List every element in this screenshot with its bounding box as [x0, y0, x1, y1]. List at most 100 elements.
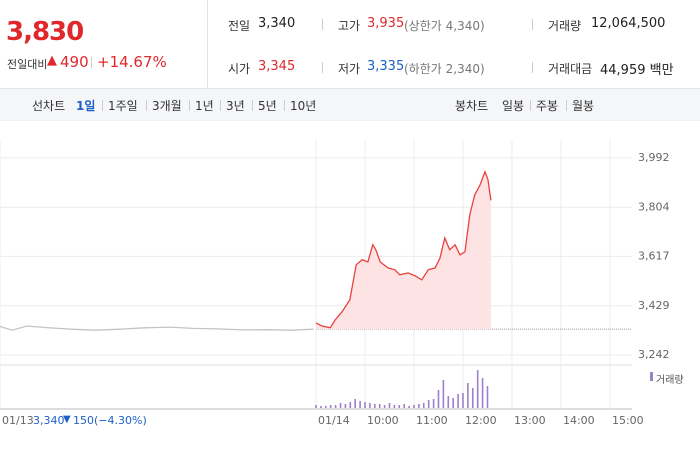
stat-value: 3,345 [258, 59, 296, 74]
x-tick-label: 11:00 [416, 414, 448, 427]
tab[interactable]: 5년 [258, 99, 277, 113]
tab-group-label: 봉차트 [455, 99, 489, 113]
stat-label: 고가 [338, 19, 361, 33]
x-tick-label: 12:00 [465, 414, 497, 427]
tab[interactable]: 3개월 [152, 99, 182, 113]
separator [91, 57, 92, 68]
bar [476, 370, 479, 408]
y-tick-label: 3,429 [638, 299, 670, 312]
tab-group-label: 선차트 [32, 99, 66, 113]
down-icon: ▼ [63, 414, 71, 425]
bar [398, 405, 401, 408]
bar [457, 394, 459, 408]
bar [369, 403, 371, 408]
stat-value: 3,935 [367, 16, 405, 31]
bar [437, 390, 440, 408]
separator [532, 62, 533, 73]
bar [467, 383, 469, 408]
bar [354, 399, 356, 408]
line [0, 325, 314, 331]
bar [364, 402, 366, 408]
bar [432, 399, 435, 408]
bar [422, 403, 425, 408]
y-tick-label: 3,617 [638, 249, 670, 262]
x-tick-label: 01/14 [318, 414, 350, 427]
area [316, 171, 491, 330]
prev-close: 3,340 [33, 414, 65, 427]
bar [393, 405, 396, 408]
tab[interactable]: 1주일 [108, 99, 138, 113]
stat-label: 시가 [228, 62, 251, 76]
separator [220, 100, 221, 111]
bar [418, 404, 420, 408]
prev-change-pct: (−4.30%) [94, 414, 147, 427]
x-tick-label: 01/13 [2, 414, 34, 427]
stat-extra: (상한가 4,340) [404, 19, 485, 33]
toolbar [0, 88, 700, 120]
separator [566, 100, 567, 111]
tab[interactable]: 1일 [76, 99, 96, 113]
bar [339, 403, 342, 408]
bar [378, 404, 381, 408]
bar [349, 402, 352, 408]
bar [486, 386, 489, 408]
bar [408, 406, 410, 408]
tab[interactable]: 일봉 [502, 99, 525, 113]
change-label: 전일대비 [7, 58, 48, 71]
stat-value: 44,959 백만 [600, 63, 674, 78]
bar [334, 405, 337, 408]
divider [207, 0, 208, 88]
separator [102, 100, 103, 111]
separator [532, 19, 533, 30]
stat-label: 거래대금 [548, 62, 593, 76]
current-price: 3,830 [6, 17, 84, 47]
separator [189, 100, 190, 111]
change-pct: +14.67% [97, 53, 167, 71]
y-tick-label: 3,992 [638, 151, 670, 164]
bar [413, 405, 415, 408]
bar [383, 405, 386, 408]
bar [442, 380, 445, 408]
bar [315, 405, 317, 408]
stat-label: 전일 [228, 19, 251, 33]
stat-value: 3,335 [367, 59, 405, 74]
bar [344, 404, 347, 408]
x-tick-label: 15:00 [612, 414, 644, 427]
stat-extra: (하한가 2,340) [404, 62, 485, 76]
x-tick-label: 10:00 [367, 414, 399, 427]
bar [462, 393, 464, 408]
tab[interactable]: 1년 [195, 99, 214, 113]
bar [359, 401, 361, 408]
legend-swatch [650, 372, 653, 381]
prev-change: 150 [73, 414, 94, 427]
tab[interactable]: 3년 [226, 99, 245, 113]
bar [388, 403, 391, 408]
bar [447, 396, 450, 408]
bar [452, 398, 454, 408]
separator [146, 100, 147, 111]
y-tick-label: 3,804 [638, 200, 670, 213]
bar [324, 406, 327, 408]
tab[interactable]: 월봉 [572, 99, 595, 113]
stat-label: 저가 [338, 62, 361, 76]
up-icon: ▲ [47, 53, 57, 68]
legend-label: 거래량 [656, 375, 684, 386]
separator [322, 19, 323, 30]
change: 490 [60, 53, 89, 71]
tab[interactable]: 10년 [290, 99, 317, 113]
x-tick-label: 13:00 [514, 414, 546, 427]
bar [403, 404, 405, 408]
bar [329, 405, 332, 408]
bar [373, 404, 376, 408]
x-tick-label: 14:00 [563, 414, 595, 427]
separator [322, 62, 323, 73]
line [315, 169, 492, 329]
stat-value: 12,064,500 [591, 16, 666, 31]
separator [284, 100, 285, 111]
tab[interactable]: 주봉 [536, 99, 559, 113]
stat-label: 거래량 [548, 19, 582, 33]
bar [481, 378, 484, 408]
separator [252, 100, 253, 111]
